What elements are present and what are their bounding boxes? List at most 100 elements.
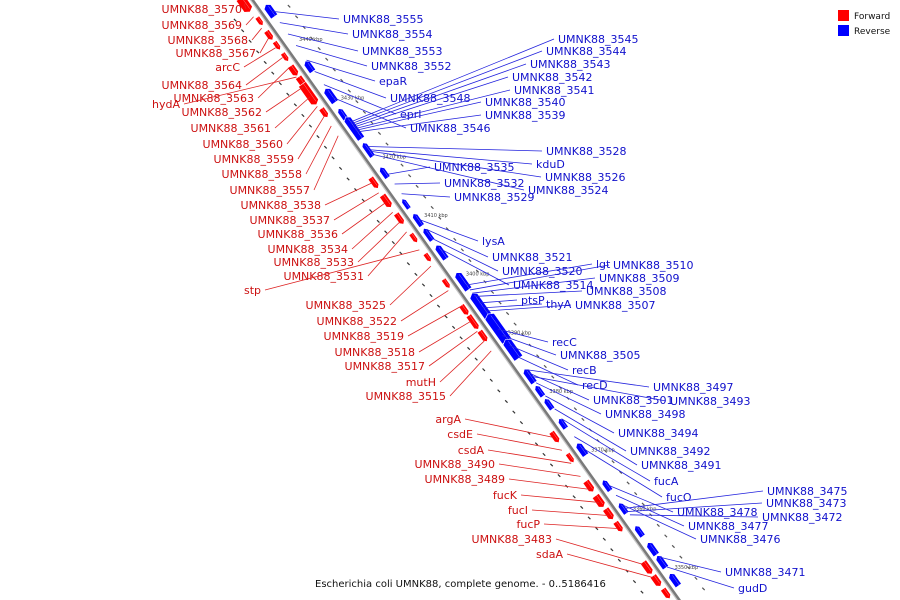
tick-mark xyxy=(271,71,275,75)
svg-text:thyA: thyA xyxy=(546,298,572,311)
forward-gene-label: UMNK88_3564 xyxy=(162,57,283,92)
tick-mark xyxy=(287,4,291,8)
forward-gene-label: UMNK88_3568 xyxy=(168,27,263,47)
genome-backbone xyxy=(249,0,681,600)
reverse-gene-label: UMNK88_3492 xyxy=(554,408,710,458)
tick-mark xyxy=(694,576,698,580)
forward-gene-block xyxy=(465,313,480,330)
forward-gene-label: UMNK88_3559 xyxy=(214,115,325,166)
forward-gene-label: UMNK88_3570 xyxy=(162,3,247,16)
tick-mark xyxy=(557,474,561,478)
tick-mark xyxy=(278,82,282,86)
svg-text:argA: argA xyxy=(435,413,461,426)
forward-gene-label: fucI xyxy=(508,504,609,517)
tick-mark xyxy=(467,346,471,351)
tick-label: 3380 kbp xyxy=(549,389,573,395)
tick-mark xyxy=(286,92,290,96)
forward-gene-label: UMNK88_3483 xyxy=(472,533,644,565)
svg-text:UMNK88_3539: UMNK88_3539 xyxy=(485,109,565,122)
svg-text:UMNK88_3520: UMNK88_3520 xyxy=(502,265,582,278)
svg-text:UMNK88_3505: UMNK88_3505 xyxy=(560,349,640,362)
tick-mark xyxy=(701,587,706,591)
tick-mark xyxy=(331,156,335,160)
reverse-gene-label: UMNK88_3542 xyxy=(353,71,592,128)
svg-text:UMNK88_3471: UMNK88_3471 xyxy=(725,566,805,579)
svg-text:UMNK88_3473: UMNK88_3473 xyxy=(766,497,846,510)
svg-text:UMNK88_3570: UMNK88_3570 xyxy=(162,3,242,16)
svg-text:gudD: gudD xyxy=(738,582,767,595)
svg-text:UMNK88_3561: UMNK88_3561 xyxy=(191,122,271,135)
svg-text:arcC: arcC xyxy=(215,61,240,74)
reverse-gene-block xyxy=(522,368,538,386)
svg-text:lgt: lgt xyxy=(596,258,611,271)
tick-mark xyxy=(475,269,480,273)
svg-text:UMNK88_3555: UMNK88_3555 xyxy=(343,13,423,26)
reverse-gene-block xyxy=(543,398,556,412)
svg-text:UMNK88_3559: UMNK88_3559 xyxy=(214,153,294,166)
svg-text:UMNK88_3476: UMNK88_3476 xyxy=(700,533,780,546)
svg-text:UMNK88_3510: UMNK88_3510 xyxy=(613,259,693,272)
tick-mark xyxy=(406,262,411,266)
reverse-gene-label: UMNK88_3546 xyxy=(333,97,490,135)
tick-mark xyxy=(415,184,419,188)
svg-text:UMNK88_3521: UMNK88_3521 xyxy=(492,251,572,264)
tick-mark xyxy=(543,364,547,369)
reverse-gene-label: UMNK88_3472 xyxy=(629,511,842,524)
tick-mark xyxy=(512,410,516,414)
tick-mark xyxy=(587,516,591,520)
svg-text:UMNK88_3489: UMNK88_3489 xyxy=(425,473,505,486)
forward-gene-block xyxy=(271,39,281,51)
forward-gene-label: mutH xyxy=(406,340,485,389)
reverse-gene-label: UMNK88_3528 xyxy=(367,145,626,158)
reverse-gene-block xyxy=(668,573,682,589)
tick-mark xyxy=(459,336,463,340)
svg-text:recB: recB xyxy=(572,364,597,377)
forward-gene-label: UMNK88_3525 xyxy=(306,265,432,312)
tick-mark xyxy=(317,47,321,51)
reverse-gene-label: UMNK88_3514 xyxy=(440,248,593,292)
forward-gene-block xyxy=(660,586,671,600)
svg-text:UMNK88_3529: UMNK88_3529 xyxy=(454,191,534,204)
tick-mark xyxy=(580,505,584,510)
forward-gene-label: UMNK88_3558 xyxy=(222,125,332,181)
forward-gene-block xyxy=(367,175,380,189)
reverse-gene-label: UMNK88_3509 xyxy=(472,272,679,294)
svg-text:UMNK88_3545: UMNK88_3545 xyxy=(558,33,638,46)
svg-text:UMNK88_3554: UMNK88_3554 xyxy=(352,28,432,41)
reverse-gene-label: UMNK88_3520 xyxy=(433,239,582,278)
svg-text:UMNK88_3493: UMNK88_3493 xyxy=(670,395,750,408)
reverse-gene-block xyxy=(558,418,569,431)
tick-mark xyxy=(414,272,418,276)
tick-mark xyxy=(504,399,508,404)
reverse-gene-label: UMNK88_3494 xyxy=(545,395,698,440)
tick-mark xyxy=(641,502,645,506)
reverse-gene-block xyxy=(575,442,590,458)
reverse-gene-label: UMNK88_3544 xyxy=(351,45,626,125)
reverse-gene-label: UMNK88_3505 xyxy=(502,335,640,362)
reverse-gene-label: UMNK88_3497 xyxy=(526,369,733,394)
reverse-gene-label: recC xyxy=(497,328,577,349)
tick-mark xyxy=(618,470,623,475)
forward-gene-label: fucK xyxy=(493,489,600,503)
svg-text:fucO: fucO xyxy=(666,491,692,504)
reverse-gene-block xyxy=(361,142,376,159)
tick-mark xyxy=(293,103,297,107)
svg-text:lysA: lysA xyxy=(482,235,505,248)
svg-text:UMNK88_3533: UMNK88_3533 xyxy=(274,256,354,269)
forward-gene-label: UMNK88_3533 xyxy=(274,221,400,269)
reverse-gene-labels: UMNK88_3555 UMNK88_3554 UMNK88_3553 UMNK88_… xyxy=(271,10,847,595)
tick-mark xyxy=(370,121,374,125)
tick-mark xyxy=(332,68,336,72)
svg-text:UMNK88_3535: UMNK88_3535 xyxy=(434,161,514,174)
tick-mark xyxy=(513,322,517,326)
forward-gene-label: UMNK88_3534 xyxy=(268,212,393,256)
svg-text:UMNK88_3532: UMNK88_3532 xyxy=(444,177,524,190)
reverse-gene-block xyxy=(412,213,425,229)
svg-text:UMNK88_3491: UMNK88_3491 xyxy=(641,459,721,472)
reverse-gene-block xyxy=(502,338,524,362)
svg-text:UMNK88_3569: UMNK88_3569 xyxy=(162,19,242,32)
reverse-gene-label: lgt xyxy=(466,258,611,286)
tick-mark xyxy=(632,579,637,584)
reverse-gene-label: UMNK88_3553 xyxy=(287,33,442,58)
